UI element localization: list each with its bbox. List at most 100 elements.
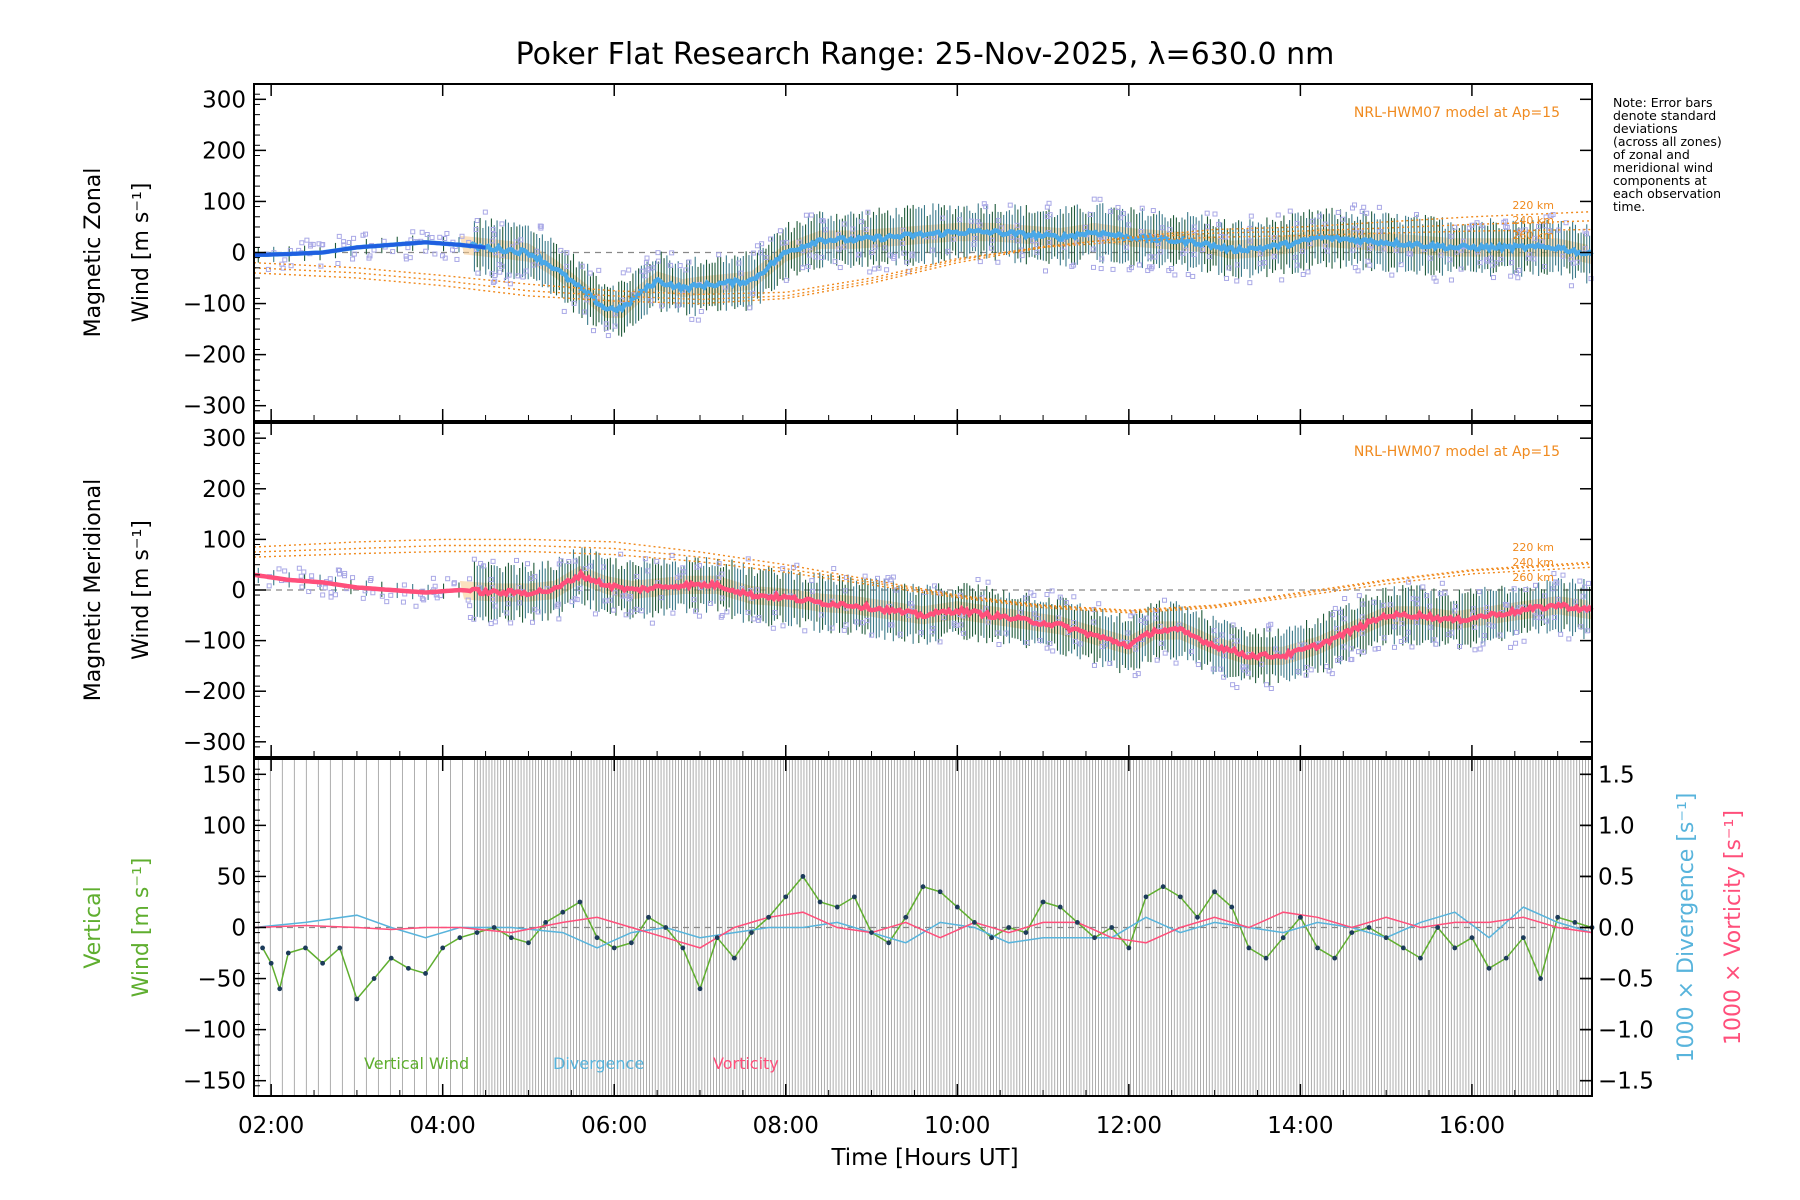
scatter-point	[1491, 275, 1497, 281]
scatter-point	[1558, 631, 1564, 637]
scatter-point	[1090, 264, 1096, 270]
scatter-point	[862, 573, 868, 579]
scatter-point	[610, 607, 616, 613]
scatter-point	[1355, 268, 1361, 274]
model-altitude-label: 220 km	[1512, 199, 1554, 212]
scatter-point	[1185, 272, 1191, 278]
scatter-point	[1372, 646, 1378, 652]
scatter-point	[941, 615, 947, 621]
scatter-point	[1508, 644, 1514, 650]
scatter-point	[856, 252, 862, 258]
scatter-point	[1532, 235, 1538, 241]
scatter-point	[1365, 258, 1371, 264]
scatter-point	[1483, 604, 1489, 610]
scatter-point	[649, 620, 655, 626]
scatter-point	[1531, 256, 1537, 262]
scatter-point	[1030, 238, 1036, 244]
scatter-point	[1083, 224, 1089, 230]
model-altitude-label: 260 km	[1512, 229, 1554, 242]
scatter-point	[517, 600, 523, 606]
scatter-point	[1287, 208, 1293, 214]
scatter-point	[1504, 602, 1510, 608]
vorticity-line	[253, 911, 1593, 949]
scatter-point	[1044, 591, 1050, 597]
vertical-wind-points	[260, 874, 1595, 1002]
scatter-point	[1015, 238, 1021, 244]
scatter-point	[1229, 634, 1235, 640]
vertical-wind-point	[1280, 935, 1286, 941]
scatter-point	[1375, 646, 1381, 652]
scatter-point	[1074, 239, 1080, 245]
scatter-point	[467, 603, 473, 609]
vertical-ylabel-title: Vertical	[81, 886, 106, 968]
scatter-point	[1489, 262, 1495, 268]
scatter-point	[507, 281, 513, 287]
scatter-point	[490, 238, 496, 244]
scatter-point	[1452, 224, 1458, 230]
scatter-point	[1322, 221, 1328, 227]
scatter-point	[1335, 209, 1341, 215]
scatter-point	[282, 568, 288, 574]
y2-tick-label: −0.5	[1598, 967, 1654, 993]
y-tick-label: 300	[202, 87, 246, 113]
scatter-point	[951, 236, 957, 242]
scatter-point	[1533, 614, 1539, 620]
scatter-point	[940, 215, 946, 221]
vertical-wind-point	[423, 971, 428, 976]
scatter-point	[893, 587, 899, 593]
scatter-point	[809, 212, 815, 218]
scatter-point	[1526, 252, 1532, 258]
scatter-point	[582, 309, 588, 315]
scatter-point	[783, 277, 789, 283]
scatter-point	[754, 587, 760, 593]
scatter-point	[1044, 213, 1050, 219]
scatter-point	[1542, 264, 1548, 270]
scatter-point	[1542, 223, 1548, 229]
scatter-point	[805, 263, 811, 269]
scatter-point	[451, 580, 457, 586]
scatter-point	[1477, 646, 1483, 652]
scatter-point	[648, 298, 654, 304]
scatter-point	[1268, 686, 1274, 692]
scatter-point	[1099, 256, 1105, 262]
scatter-point	[972, 235, 978, 241]
scatter-point	[1218, 666, 1224, 672]
note-line: components at	[1613, 173, 1707, 188]
scatter-point	[1330, 612, 1336, 618]
scatter-point	[918, 630, 924, 636]
scatter-point	[957, 217, 963, 223]
scatter-point	[337, 568, 343, 574]
scatter-point	[909, 253, 915, 259]
scatter-point	[909, 604, 915, 610]
scatter-point	[1216, 221, 1222, 227]
scatter-point	[520, 274, 526, 280]
scatter-point	[691, 597, 697, 603]
vertical-wind-point	[354, 996, 360, 1002]
scatter-point	[351, 235, 357, 241]
scatter-point	[876, 265, 882, 271]
hwm07-model-line	[253, 220, 1593, 301]
scatter-point	[695, 317, 701, 323]
vertical-wind-point	[1040, 899, 1046, 905]
y-tick-label: −100	[183, 629, 246, 655]
scatter-point	[504, 610, 510, 616]
scatter-point	[1245, 670, 1251, 676]
scatter-point	[1159, 640, 1165, 646]
scatter-point	[1352, 265, 1358, 271]
vertical-wind-point	[869, 930, 874, 936]
scatter-point	[558, 247, 564, 253]
scatter-point	[1399, 621, 1405, 627]
scatter-point	[1091, 662, 1097, 668]
scatter-point	[1376, 204, 1382, 210]
scatter-point	[1498, 256, 1504, 262]
scatter-point	[555, 601, 561, 607]
vertical-wind-point	[1177, 894, 1183, 900]
vertical-wind-point	[1400, 945, 1406, 951]
scatter-point	[850, 226, 856, 232]
scatter-point	[968, 218, 974, 224]
scatter-point	[1294, 221, 1300, 227]
scatter-point	[1541, 593, 1547, 599]
scatter-point	[1449, 630, 1455, 636]
scatter-point	[430, 575, 436, 581]
scatter-point	[1471, 606, 1477, 612]
